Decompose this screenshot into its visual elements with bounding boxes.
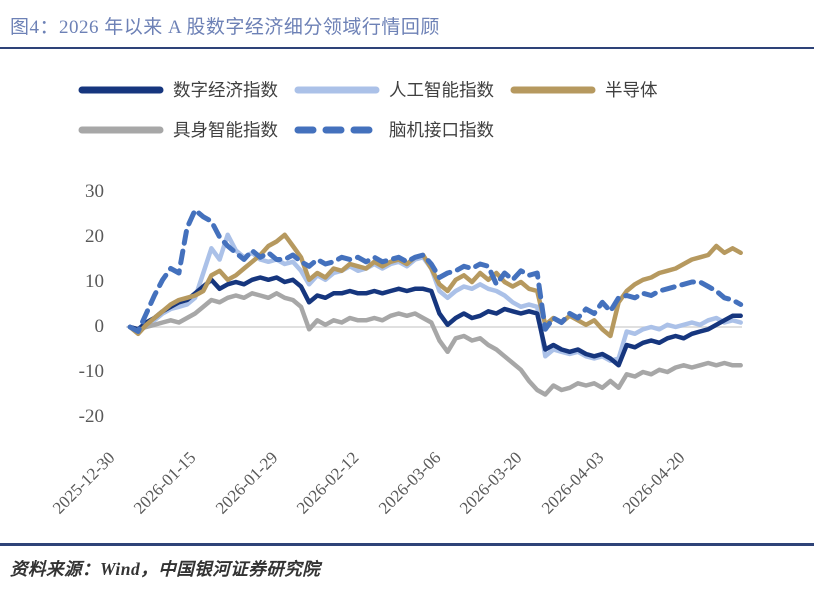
chart-legend: 数字经济指数 人工智能指数 半导体具身智能指数 脑机接口指数 [78, 77, 674, 157]
source-note: 资料来源：Wind，中国银河证券研究院 [10, 559, 321, 579]
legend-label: 脑机接口指数 [389, 120, 494, 140]
legend-item-bci-index: 脑机接口指数 [294, 117, 494, 142]
series-line-embodied-ai-index [127, 291, 743, 397]
y-tick-label: 20 [85, 226, 104, 247]
legend-swatch-digital-economy-index [78, 86, 164, 93]
legend-swatch-bci-index [294, 126, 373, 133]
figure-title: 图4：2026 年以来 A 股数字经济细分领域行情回顾 [10, 17, 440, 38]
legend-label: 人工智能指数 [389, 80, 494, 100]
legend-item-ai-index: 人工智能指数 [294, 77, 494, 102]
legend-swatch-embodied-ai-index [78, 126, 164, 133]
legend-swatch-semiconductor [510, 86, 596, 93]
legend-label: 半导体 [605, 80, 658, 100]
series-line-bci-index [127, 207, 744, 334]
y-axis: 30 20 10 0 -10 -20 [40, 0, 104, 600]
legend-label: 数字经济指数 [173, 80, 278, 100]
legend-swatch-ai-index [294, 86, 380, 93]
legend-item-semiconductor: 半导体 [510, 77, 658, 102]
series-line-semiconductor [127, 232, 743, 339]
legend-row: 具身智能指数 脑机接口指数 [78, 117, 674, 142]
y-tick-label: -20 [78, 406, 104, 427]
footer-divider [0, 543, 814, 546]
legend-item-embodied-ai-index: 具身智能指数 [78, 117, 278, 142]
legend-row: 数字经济指数 人工智能指数 半导体 [78, 77, 674, 102]
y-tick-label: -10 [78, 361, 104, 382]
legend-label: 具身智能指数 [173, 120, 278, 140]
legend-item-digital-economy-index: 数字经济指数 [78, 77, 278, 102]
y-tick-label: 10 [85, 271, 104, 292]
y-tick-label: 0 [94, 316, 105, 337]
title-divider [0, 47, 814, 49]
y-tick-label: 30 [85, 181, 104, 202]
series-line-digital-economy-index [127, 275, 743, 368]
